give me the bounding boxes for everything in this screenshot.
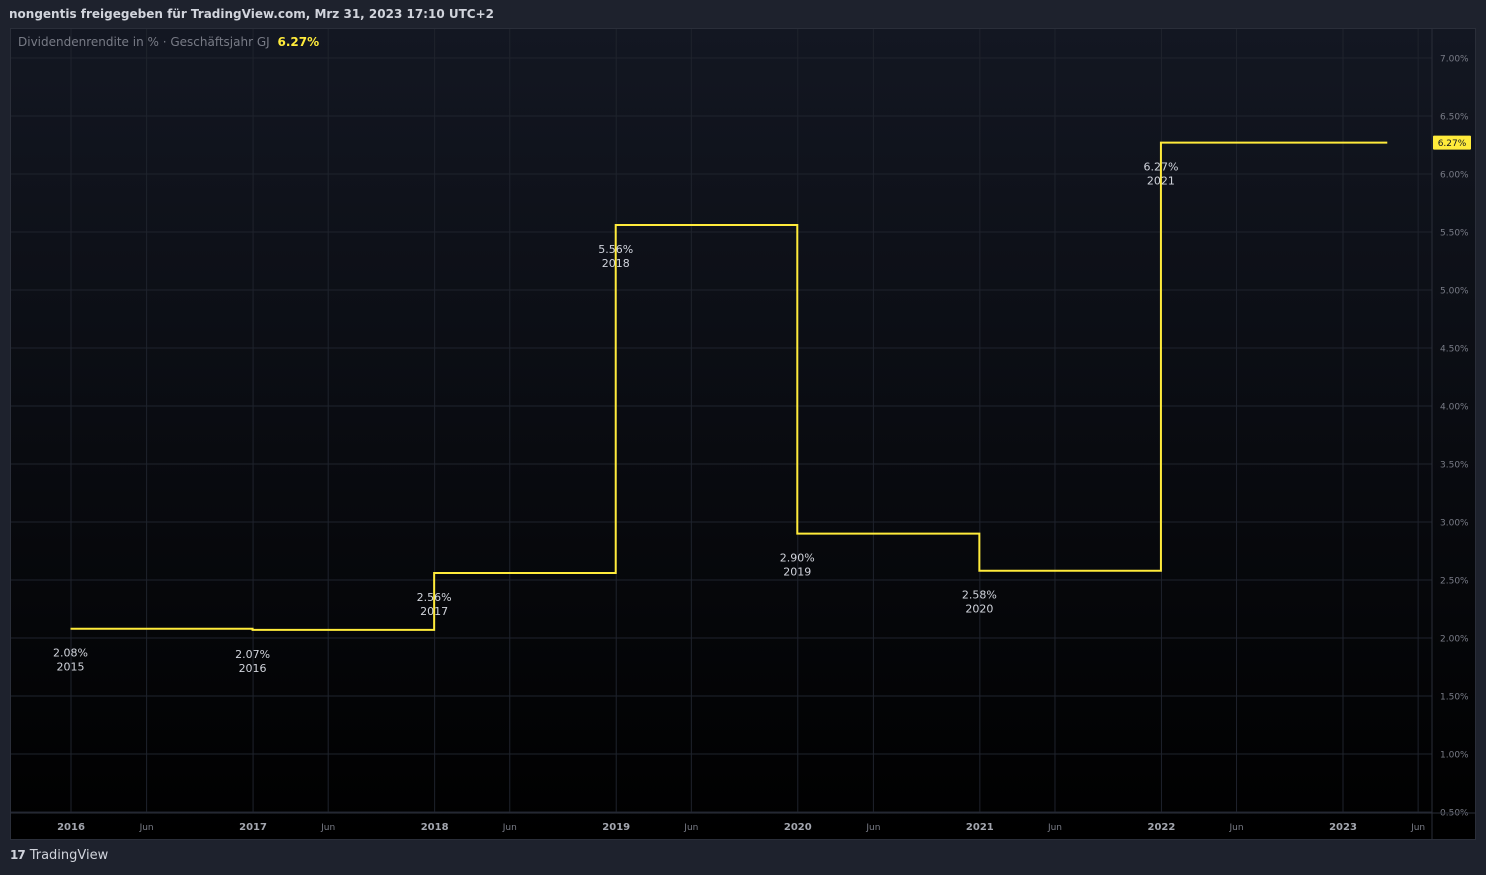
x-tick-label: 2022 bbox=[1148, 822, 1176, 833]
data-label-year: 2015 bbox=[57, 661, 85, 674]
data-label-value: 2.56% bbox=[417, 591, 452, 604]
data-label-year: 2019 bbox=[783, 566, 811, 579]
y-tick-label: 4.00% bbox=[1440, 403, 1469, 413]
x-tick-label: Jun bbox=[1047, 823, 1062, 833]
y-tick-label: 6.50% bbox=[1440, 113, 1469, 123]
data-label-value: 6.27% bbox=[1143, 161, 1178, 174]
x-tick-label: Jun bbox=[1229, 823, 1244, 833]
data-label-year: 2021 bbox=[1147, 175, 1175, 188]
y-tick-label: 1.50% bbox=[1440, 693, 1469, 703]
data-label-value: 2.08% bbox=[53, 647, 88, 660]
series-name: Dividendenrendite in % · Geschäftsjahr G… bbox=[18, 35, 270, 49]
data-label-value: 2.58% bbox=[962, 589, 997, 602]
data-label-value: 2.07% bbox=[235, 648, 270, 661]
tradingview-logo[interactable]: 17 TradingView bbox=[10, 848, 108, 868]
y-tick-label: 2.00% bbox=[1440, 635, 1469, 645]
y-tick-label: 7.00% bbox=[1440, 55, 1469, 65]
x-tick-label: Jun bbox=[320, 823, 335, 833]
x-tick-label: 2021 bbox=[966, 822, 994, 833]
y-tick-label: 5.50% bbox=[1440, 229, 1469, 239]
x-tick-label: 2023 bbox=[1329, 822, 1357, 833]
tradingview-logo-icon: 17 bbox=[10, 848, 26, 862]
x-tick-label: 2017 bbox=[239, 822, 267, 833]
chart-pane[interactable] bbox=[10, 28, 1476, 840]
data-label-year: 2020 bbox=[965, 603, 993, 616]
x-tick-label: Jun bbox=[683, 823, 698, 833]
y-tick-label: 6.00% bbox=[1440, 171, 1469, 181]
x-tick-label: Jun bbox=[1410, 823, 1425, 833]
data-label-value: 2.90% bbox=[780, 552, 815, 565]
y-tick-label: 4.50% bbox=[1440, 345, 1469, 355]
dividend-yield-line bbox=[70, 141, 1388, 631]
y-tick-label: 5.00% bbox=[1440, 287, 1469, 297]
share-header: nongentis freigegeben für TradingView.co… bbox=[0, 0, 1486, 28]
x-tick-label: 2020 bbox=[784, 822, 812, 833]
y-tick-label: 1.00% bbox=[1440, 751, 1469, 761]
y-tick-label: 3.50% bbox=[1440, 461, 1469, 471]
x-tick-label: Jun bbox=[865, 823, 880, 833]
x-tick-label: Jun bbox=[139, 823, 154, 833]
data-label-year: 2017 bbox=[420, 605, 448, 618]
y-tick-label: 3.00% bbox=[1440, 519, 1469, 529]
series-value: 6.27% bbox=[277, 35, 320, 49]
share-header-text: nongentis freigegeben für TradingView.co… bbox=[9, 7, 494, 21]
x-tick-label: 2018 bbox=[421, 822, 449, 833]
data-label-year: 2018 bbox=[602, 257, 630, 270]
last-value-badge-text: 6.27% bbox=[1438, 139, 1467, 149]
x-tick-label: 2016 bbox=[57, 822, 85, 833]
y-tick-label: 2.50% bbox=[1440, 577, 1469, 587]
x-tick-label: Jun bbox=[502, 823, 517, 833]
tradingview-brand: TradingView bbox=[29, 848, 109, 863]
data-label-year: 2016 bbox=[239, 662, 267, 675]
data-label-value: 5.56% bbox=[598, 243, 633, 256]
last-value-badge bbox=[1433, 135, 1471, 150]
x-tick-label: 2019 bbox=[602, 822, 630, 833]
series-legend: Dividendenrendite in % · Geschäftsjahr G… bbox=[18, 35, 319, 49]
